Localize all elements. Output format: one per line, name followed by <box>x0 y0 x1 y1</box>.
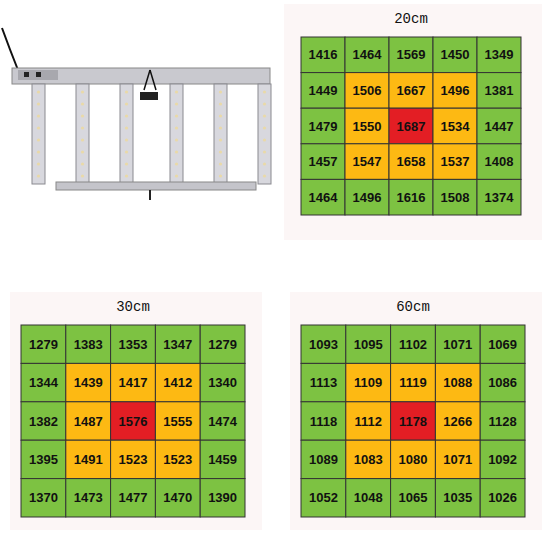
svg-text:1416: 1416 <box>309 47 338 62</box>
svg-text:1095: 1095 <box>354 337 383 352</box>
svg-text:1555: 1555 <box>163 414 192 429</box>
svg-text:1088: 1088 <box>443 375 472 390</box>
svg-text:1118: 1118 <box>310 414 338 429</box>
svg-text:1048: 1048 <box>354 490 383 505</box>
svg-text:1449: 1449 <box>309 83 338 98</box>
svg-text:1487: 1487 <box>74 414 103 429</box>
svg-text:1474: 1474 <box>208 414 238 429</box>
svg-text:1464: 1464 <box>309 190 339 205</box>
svg-text:1112: 1112 <box>354 414 382 429</box>
svg-text:1457: 1457 <box>309 154 338 169</box>
svg-text:1340: 1340 <box>208 375 237 390</box>
svg-text:1412: 1412 <box>163 375 192 390</box>
svg-text:1113: 1113 <box>310 375 338 390</box>
svg-text:1616: 1616 <box>397 190 426 205</box>
svg-text:1128: 1128 <box>488 414 516 429</box>
svg-text:1496: 1496 <box>353 190 382 205</box>
svg-text:1576: 1576 <box>119 414 148 429</box>
svg-text:1065: 1065 <box>399 490 428 505</box>
svg-text:1417: 1417 <box>119 375 148 390</box>
svg-text:1374: 1374 <box>485 190 515 205</box>
svg-text:1083: 1083 <box>354 452 383 467</box>
svg-text:1119: 1119 <box>399 375 427 390</box>
svg-text:1450: 1450 <box>441 47 470 62</box>
svg-text:1506: 1506 <box>353 83 382 98</box>
svg-text:1473: 1473 <box>74 490 103 505</box>
svg-text:1102: 1102 <box>399 337 427 352</box>
html-text:60cm: 60cm <box>396 299 430 315</box>
svg-text:1459: 1459 <box>208 452 237 467</box>
svg-text:1093: 1093 <box>309 337 338 352</box>
svg-text:1395: 1395 <box>29 452 58 467</box>
svg-text:1439: 1439 <box>74 375 103 390</box>
svg-text:1349: 1349 <box>485 47 514 62</box>
svg-text:1496: 1496 <box>441 83 470 98</box>
svg-text:1550: 1550 <box>353 119 382 134</box>
svg-text:1279: 1279 <box>29 337 58 352</box>
svg-text:1071: 1071 <box>443 452 472 467</box>
svg-text:1381: 1381 <box>485 83 514 98</box>
svg-text:1052: 1052 <box>309 490 338 505</box>
svg-text:1534: 1534 <box>441 119 471 134</box>
svg-text:1382: 1382 <box>29 414 58 429</box>
svg-text:1347: 1347 <box>163 337 192 352</box>
svg-text:1667: 1667 <box>397 83 426 98</box>
svg-text:1109: 1109 <box>354 375 382 390</box>
html-text:20cm: 20cm <box>394 11 428 27</box>
svg-text:1508: 1508 <box>441 190 470 205</box>
svg-text:1178: 1178 <box>399 414 427 429</box>
svg-text:1383: 1383 <box>74 337 103 352</box>
svg-text:1370: 1370 <box>29 490 58 505</box>
svg-text:1390: 1390 <box>208 490 237 505</box>
svg-text:1569: 1569 <box>397 47 426 62</box>
svg-text:1026: 1026 <box>488 490 517 505</box>
svg-text:1479: 1479 <box>309 119 338 134</box>
svg-text:1035: 1035 <box>443 490 472 505</box>
svg-text:1464: 1464 <box>353 47 383 62</box>
svg-text:1089: 1089 <box>309 452 338 467</box>
svg-text:1477: 1477 <box>119 490 148 505</box>
svg-text:1071: 1071 <box>443 337 472 352</box>
svg-text:1491: 1491 <box>74 452 103 467</box>
svg-text:1353: 1353 <box>119 337 148 352</box>
svg-text:1069: 1069 <box>488 337 517 352</box>
svg-text:1086: 1086 <box>488 375 517 390</box>
svg-text:1687: 1687 <box>397 119 426 134</box>
svg-text:1447: 1447 <box>485 119 514 134</box>
svg-text:1408: 1408 <box>485 154 514 169</box>
svg-text:1523: 1523 <box>119 452 148 467</box>
svg-text:1080: 1080 <box>399 452 428 467</box>
svg-text:1092: 1092 <box>488 452 517 467</box>
svg-text:1344: 1344 <box>29 375 59 390</box>
svg-text:1537: 1537 <box>441 154 470 169</box>
svg-text:1658: 1658 <box>397 154 426 169</box>
svg-text:1279: 1279 <box>208 337 237 352</box>
svg-text:1266: 1266 <box>443 414 472 429</box>
svg-text:1470: 1470 <box>163 490 192 505</box>
html-text:30cm: 30cm <box>116 299 150 315</box>
svg-text:1523: 1523 <box>163 452 192 467</box>
svg-text:1547: 1547 <box>353 154 382 169</box>
